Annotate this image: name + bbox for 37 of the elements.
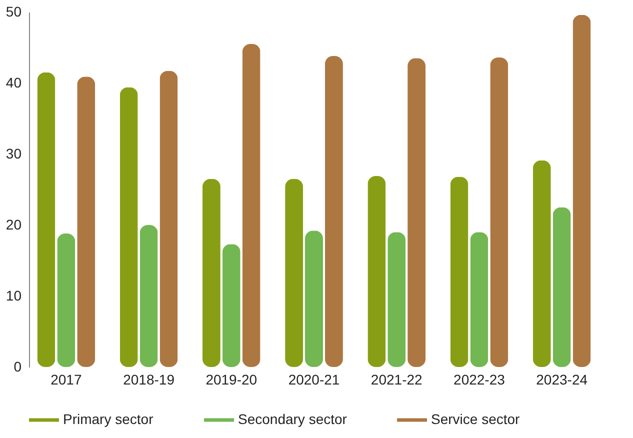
y-tick-label: 0: [14, 358, 22, 374]
bar: [408, 58, 426, 367]
legend-label: Service sector: [431, 411, 520, 427]
bar: [37, 72, 56, 367]
bar: [222, 244, 240, 367]
y-tick-label: 30: [6, 146, 22, 162]
bar: [552, 207, 571, 367]
bar: [450, 176, 468, 367]
bar: [77, 76, 96, 367]
bar: [305, 230, 323, 367]
bar: [57, 234, 76, 367]
x-tick-label: 2019-20: [206, 372, 258, 388]
bar: [572, 14, 591, 367]
y-tick-label: 40: [6, 74, 22, 90]
y-tick-label: 10: [6, 288, 22, 304]
x-tick-label: 2020-21: [288, 372, 340, 388]
bar: [388, 232, 406, 367]
legend-label: Primary sector: [63, 411, 154, 427]
bar: [532, 160, 551, 367]
x-tick-label: 2023-24: [536, 372, 588, 388]
bar: [120, 87, 138, 367]
bar: [140, 225, 158, 367]
x-tick-label: 2022-23: [454, 372, 506, 388]
bar: [324, 56, 343, 367]
bar: [470, 232, 488, 367]
bar: [242, 44, 260, 367]
y-tick-label: 20: [6, 216, 22, 232]
bar: [490, 57, 508, 367]
x-tick-label: 2018-19: [123, 372, 175, 388]
bar: [368, 176, 386, 367]
y-tick-label: 50: [6, 4, 22, 20]
bar: [285, 178, 304, 367]
x-tick-label: 2021-22: [370, 372, 423, 388]
bar: [202, 178, 220, 367]
x-tick-label: 2017: [50, 372, 82, 388]
bar: [160, 70, 178, 367]
legend-label: Secondary sector: [238, 411, 348, 427]
